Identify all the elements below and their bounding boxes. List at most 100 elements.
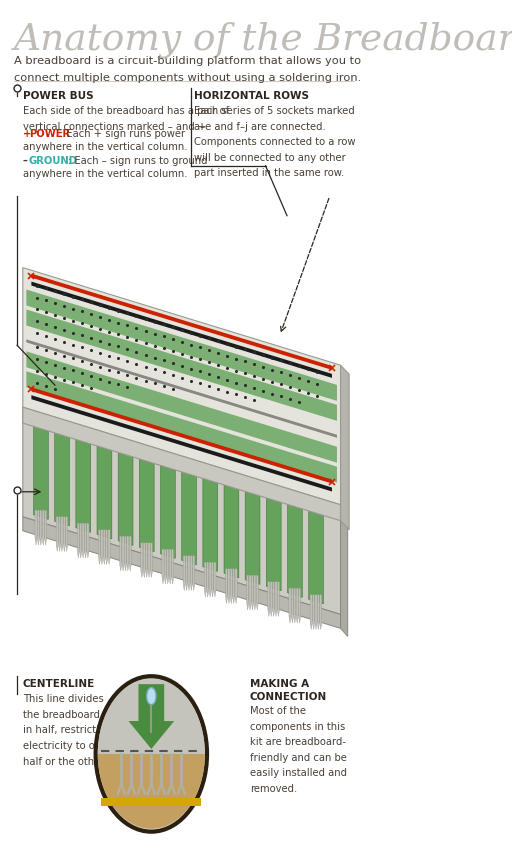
Polygon shape <box>278 581 280 616</box>
Polygon shape <box>289 588 291 623</box>
Polygon shape <box>108 529 110 564</box>
Polygon shape <box>188 556 190 591</box>
Circle shape <box>96 676 207 832</box>
Text: A breadboard is a circuit-building platform that allows you to
connect multiple : A breadboard is a circuit-building platf… <box>14 56 361 83</box>
Polygon shape <box>207 562 209 597</box>
Polygon shape <box>317 594 319 629</box>
Polygon shape <box>37 510 39 545</box>
Polygon shape <box>270 581 272 616</box>
Polygon shape <box>340 504 348 636</box>
Polygon shape <box>193 556 195 591</box>
Text: anywhere in the vertical column.: anywhere in the vertical column. <box>23 142 187 152</box>
Polygon shape <box>27 310 337 421</box>
Polygon shape <box>291 588 293 623</box>
Polygon shape <box>129 684 174 749</box>
Polygon shape <box>87 522 89 558</box>
Wedge shape <box>98 754 205 828</box>
Polygon shape <box>27 339 337 438</box>
Polygon shape <box>185 556 187 591</box>
Polygon shape <box>232 569 235 604</box>
Polygon shape <box>272 581 275 616</box>
Polygon shape <box>319 594 322 629</box>
Polygon shape <box>103 529 105 564</box>
Text: –: – <box>23 156 31 166</box>
Polygon shape <box>211 562 214 597</box>
Polygon shape <box>120 536 122 571</box>
Polygon shape <box>33 416 48 519</box>
Text: Most of the
components in this
kit are breadboard-
friendly and can be
easily in: Most of the components in this kit are b… <box>250 706 347 794</box>
Polygon shape <box>209 562 211 597</box>
Polygon shape <box>101 529 103 564</box>
Polygon shape <box>268 581 270 616</box>
Polygon shape <box>251 575 253 610</box>
Polygon shape <box>80 522 82 558</box>
Polygon shape <box>167 549 169 584</box>
Polygon shape <box>27 371 337 482</box>
Text: POWER BUS: POWER BUS <box>23 91 93 101</box>
Polygon shape <box>151 542 153 577</box>
Polygon shape <box>124 536 126 571</box>
Polygon shape <box>298 588 301 623</box>
Polygon shape <box>118 441 133 545</box>
Polygon shape <box>162 549 164 584</box>
Polygon shape <box>247 575 249 610</box>
Text: POWER: POWER <box>29 129 70 139</box>
Text: anywhere in the vertical column.: anywhere in the vertical column. <box>23 168 187 179</box>
Text: GROUND: GROUND <box>29 156 77 166</box>
Polygon shape <box>31 387 332 484</box>
Polygon shape <box>76 428 91 533</box>
Text: Each series of 5 sockets marked
a–e and f–j are connected.
Components connected : Each series of 5 sockets marked a–e and … <box>194 106 356 179</box>
Polygon shape <box>122 536 124 571</box>
Polygon shape <box>204 562 206 597</box>
Polygon shape <box>235 569 237 604</box>
Polygon shape <box>296 588 298 623</box>
Polygon shape <box>309 499 324 604</box>
Polygon shape <box>63 516 66 551</box>
Polygon shape <box>66 516 68 551</box>
Text: CENTERLINE: CENTERLINE <box>23 679 95 689</box>
Polygon shape <box>31 274 332 370</box>
Polygon shape <box>141 542 143 577</box>
Polygon shape <box>139 448 154 551</box>
Wedge shape <box>98 679 205 754</box>
Polygon shape <box>40 510 42 545</box>
Polygon shape <box>31 281 332 378</box>
Polygon shape <box>224 474 239 578</box>
Text: +: + <box>23 129 34 139</box>
Polygon shape <box>105 529 108 564</box>
Polygon shape <box>35 510 37 545</box>
Text: MAKING A
CONNECTION: MAKING A CONNECTION <box>250 679 327 702</box>
Polygon shape <box>190 556 193 591</box>
Polygon shape <box>312 594 315 629</box>
Polygon shape <box>183 556 185 591</box>
Polygon shape <box>249 575 251 610</box>
Polygon shape <box>214 562 216 597</box>
Polygon shape <box>230 569 232 604</box>
Polygon shape <box>225 569 227 604</box>
Polygon shape <box>23 407 340 521</box>
Polygon shape <box>84 522 87 558</box>
Polygon shape <box>77 522 79 558</box>
Polygon shape <box>288 493 302 598</box>
Polygon shape <box>23 516 340 628</box>
Polygon shape <box>266 486 281 591</box>
Polygon shape <box>56 516 58 551</box>
Polygon shape <box>82 522 84 558</box>
Polygon shape <box>127 536 129 571</box>
Polygon shape <box>164 549 166 584</box>
Polygon shape <box>310 594 312 629</box>
Polygon shape <box>228 569 230 604</box>
Polygon shape <box>340 365 349 529</box>
Polygon shape <box>27 351 337 463</box>
Polygon shape <box>23 407 340 615</box>
Polygon shape <box>182 461 197 565</box>
Polygon shape <box>315 594 317 629</box>
Polygon shape <box>129 536 131 571</box>
Polygon shape <box>160 454 175 558</box>
Polygon shape <box>31 395 332 492</box>
Polygon shape <box>245 481 260 584</box>
Text: : Each + sign runs power: : Each + sign runs power <box>60 129 185 139</box>
Polygon shape <box>254 575 256 610</box>
Polygon shape <box>256 575 259 610</box>
Ellipse shape <box>147 687 156 705</box>
